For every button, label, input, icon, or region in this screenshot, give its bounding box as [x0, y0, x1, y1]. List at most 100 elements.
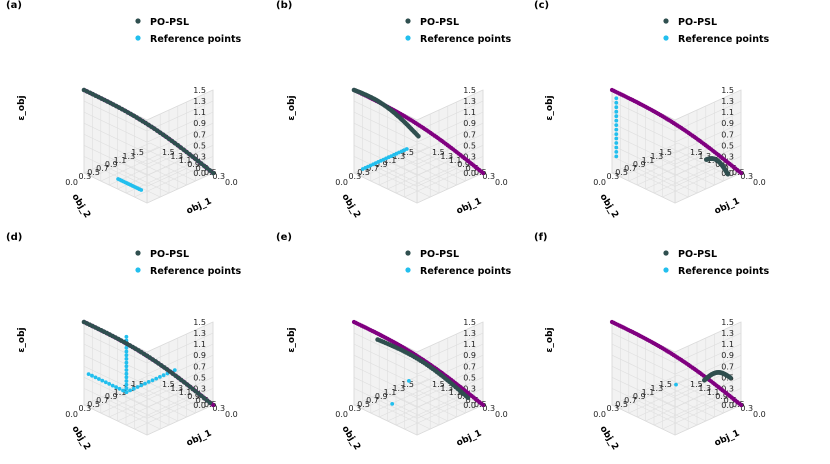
- grid-line: [611, 388, 742, 419]
- legend-marker-psl: [405, 18, 411, 24]
- x-axis-label: obj_1: [455, 428, 483, 448]
- x-tick-label: 0.3: [740, 172, 753, 181]
- grid-line: [633, 162, 698, 194]
- psl-point: [375, 337, 380, 342]
- grid-line: [662, 398, 729, 430]
- y-tick-label: 1.3: [392, 384, 405, 393]
- y-tick-label: 0.9: [375, 160, 388, 169]
- grid-line: [393, 386, 457, 418]
- grid-line: [353, 111, 484, 143]
- grid-line: [83, 100, 214, 132]
- grid-line: [370, 382, 437, 414]
- grid-line: [395, 162, 463, 194]
- z-axis-label: ε_obj: [17, 327, 27, 352]
- z-tick-label: 0.7: [721, 130, 734, 139]
- x-tick-label: 1.5: [162, 380, 175, 389]
- x-tick-label: 0.0: [225, 178, 238, 187]
- grid-line: [393, 154, 457, 186]
- y-tick-label: 0.5: [615, 168, 628, 177]
- reference-point: [614, 123, 619, 127]
- legend-marker-reference: [663, 35, 669, 41]
- grid-line: [353, 365, 484, 397]
- grid-line: [375, 394, 440, 426]
- grid-line: [625, 166, 689, 198]
- z-tick-label: 0.3: [721, 152, 734, 161]
- grid-line: [611, 100, 742, 132]
- grid-line: [611, 142, 679, 174]
- x-tick-label: 0.3: [212, 404, 225, 413]
- y-tick-label: 1.5: [131, 380, 144, 389]
- legend-label-reference: Reference points: [678, 34, 769, 45]
- grid-line: [387, 158, 454, 190]
- y-tick-label: 1.1: [114, 388, 127, 397]
- z-tick-label: 1.3: [463, 97, 476, 106]
- x-tick-label: 0.3: [740, 404, 753, 413]
- z-tick-label: 0.0: [721, 401, 734, 410]
- y-tick-label: 1.3: [392, 152, 405, 161]
- x-axis-label: obj_1: [185, 196, 213, 216]
- legend-label-psl: PO-PSL: [150, 17, 189, 28]
- legend-marker-reference: [663, 267, 669, 273]
- grid-line: [642, 390, 706, 422]
- reference-point: [614, 96, 619, 101]
- legend-label-psl: PO-PSL: [150, 249, 189, 260]
- x-tick-label: 1.1: [449, 156, 462, 165]
- z-tick-label: 0.0: [193, 401, 206, 410]
- y-axis-label: obj_2: [339, 192, 362, 220]
- grid-line: [653, 394, 721, 426]
- grid-line: [367, 166, 431, 198]
- x-tick-label: 1.1: [707, 388, 720, 397]
- reference-point: [674, 382, 678, 387]
- reference-point: [360, 167, 365, 171]
- grid-line: [353, 354, 484, 386]
- grid-line: [411, 378, 475, 410]
- reference-point: [135, 385, 140, 389]
- grid-line: [83, 365, 214, 397]
- y-tick-label: 0.0: [593, 178, 606, 187]
- panel-label: (d): [6, 232, 22, 243]
- z-tick-label: 1.3: [193, 97, 206, 106]
- z-tick-label: 1.1: [721, 340, 734, 349]
- z-tick-label: 0.7: [193, 130, 206, 139]
- reference-point: [614, 118, 619, 123]
- x-tick-label: 0.9: [187, 392, 200, 401]
- reference-point: [124, 371, 129, 376]
- legend-label-reference: Reference points: [420, 34, 511, 45]
- grid-line: [132, 150, 196, 182]
- reference-point: [128, 388, 133, 393]
- grid-line: [353, 100, 484, 132]
- x-tick-label: 0.9: [187, 160, 200, 169]
- grid-line: [353, 156, 484, 187]
- z-axis-label: ε_obj: [545, 327, 555, 352]
- y-tick-label: 0.0: [335, 410, 348, 419]
- z-tick-label: 0.3: [193, 384, 206, 393]
- grid-line: [384, 158, 448, 190]
- x-axis-label: obj_1: [713, 196, 741, 216]
- y-tick-label: 0.3: [606, 172, 619, 181]
- grid-line: [123, 154, 187, 186]
- z-tick-label: 1.1: [463, 340, 476, 349]
- legend-marker-psl: [663, 250, 669, 256]
- x-tick-label: 1.5: [432, 148, 445, 157]
- grid-line: [149, 374, 214, 406]
- legend-label-psl: PO-PSL: [678, 17, 717, 28]
- x-tick-label: 1.5: [690, 148, 703, 157]
- y-tick-label: 1.1: [114, 156, 127, 165]
- y-axis-label: obj_2: [597, 424, 620, 452]
- reference-point: [97, 377, 101, 381]
- x-tick-label: 0.0: [495, 410, 508, 419]
- z-tick-label: 0.9: [193, 351, 206, 360]
- reference-point: [614, 109, 619, 114]
- reference-point: [154, 376, 159, 381]
- grid-line: [645, 390, 712, 422]
- grid-line: [387, 390, 454, 422]
- reference-point: [146, 380, 151, 384]
- reference-point: [124, 345, 129, 350]
- x-tick-label: 0.7: [196, 396, 209, 405]
- x-tick-label: 1.1: [179, 156, 192, 165]
- z-tick-label: 0.7: [463, 362, 476, 371]
- reference-point: [614, 141, 619, 145]
- x-tick-label: 0.9: [457, 392, 470, 401]
- reference-point: [124, 375, 129, 380]
